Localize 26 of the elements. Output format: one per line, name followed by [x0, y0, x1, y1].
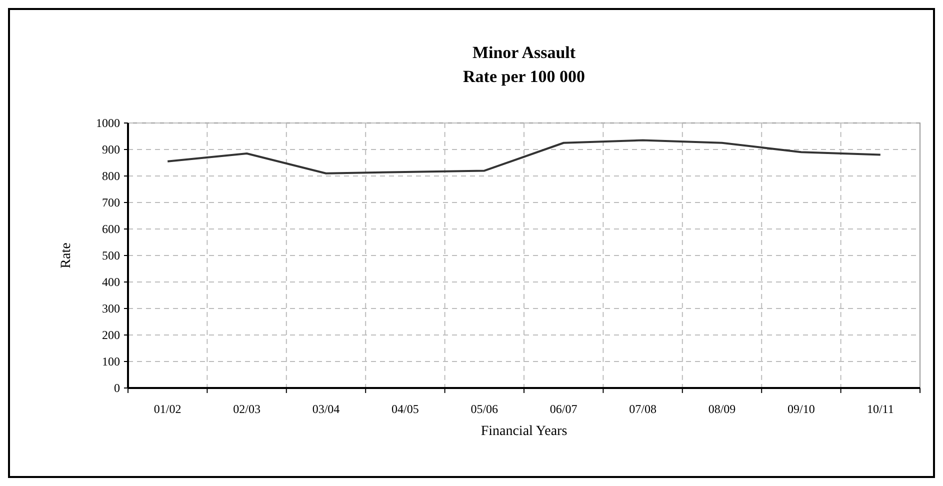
- y-axis-title: Rate: [59, 242, 74, 268]
- y-tick-label: 900: [102, 142, 120, 157]
- x-tick-label: 09/10: [788, 402, 815, 416]
- chart-title: Minor Assault: [472, 43, 576, 62]
- x-tick-label: 06/07: [550, 402, 578, 416]
- y-tick-label: 300: [102, 302, 120, 316]
- y-tick-label: 0: [114, 381, 120, 396]
- x-tick-label: 02/03: [233, 402, 260, 416]
- x-tick-label: 10/11: [866, 402, 894, 416]
- x-axis-title: Financial Years: [480, 424, 568, 439]
- y-tick-label: 700: [102, 196, 120, 210]
- y-tick-label: 800: [102, 169, 120, 184]
- x-tick-label: 03/04: [312, 402, 340, 416]
- x-tick-label: 08/09: [708, 402, 736, 416]
- y-tick-label: 200: [102, 328, 120, 342]
- y-tick-label: 600: [102, 222, 120, 236]
- y-tick-label: 500: [102, 248, 120, 263]
- x-tick-label: 05/06: [470, 402, 498, 416]
- chart-subtitle: Rate per 100 000: [463, 67, 585, 86]
- x-tick-label: 01/02: [154, 402, 182, 416]
- y-tick-label: 1000: [96, 116, 120, 130]
- line-series: [166, 139, 882, 174]
- x-tick-label: 04/05: [392, 402, 419, 416]
- y-tick-label: 100: [102, 354, 120, 369]
- y-tick-label: 400: [102, 275, 120, 290]
- x-tick-label: 07/08: [629, 402, 656, 416]
